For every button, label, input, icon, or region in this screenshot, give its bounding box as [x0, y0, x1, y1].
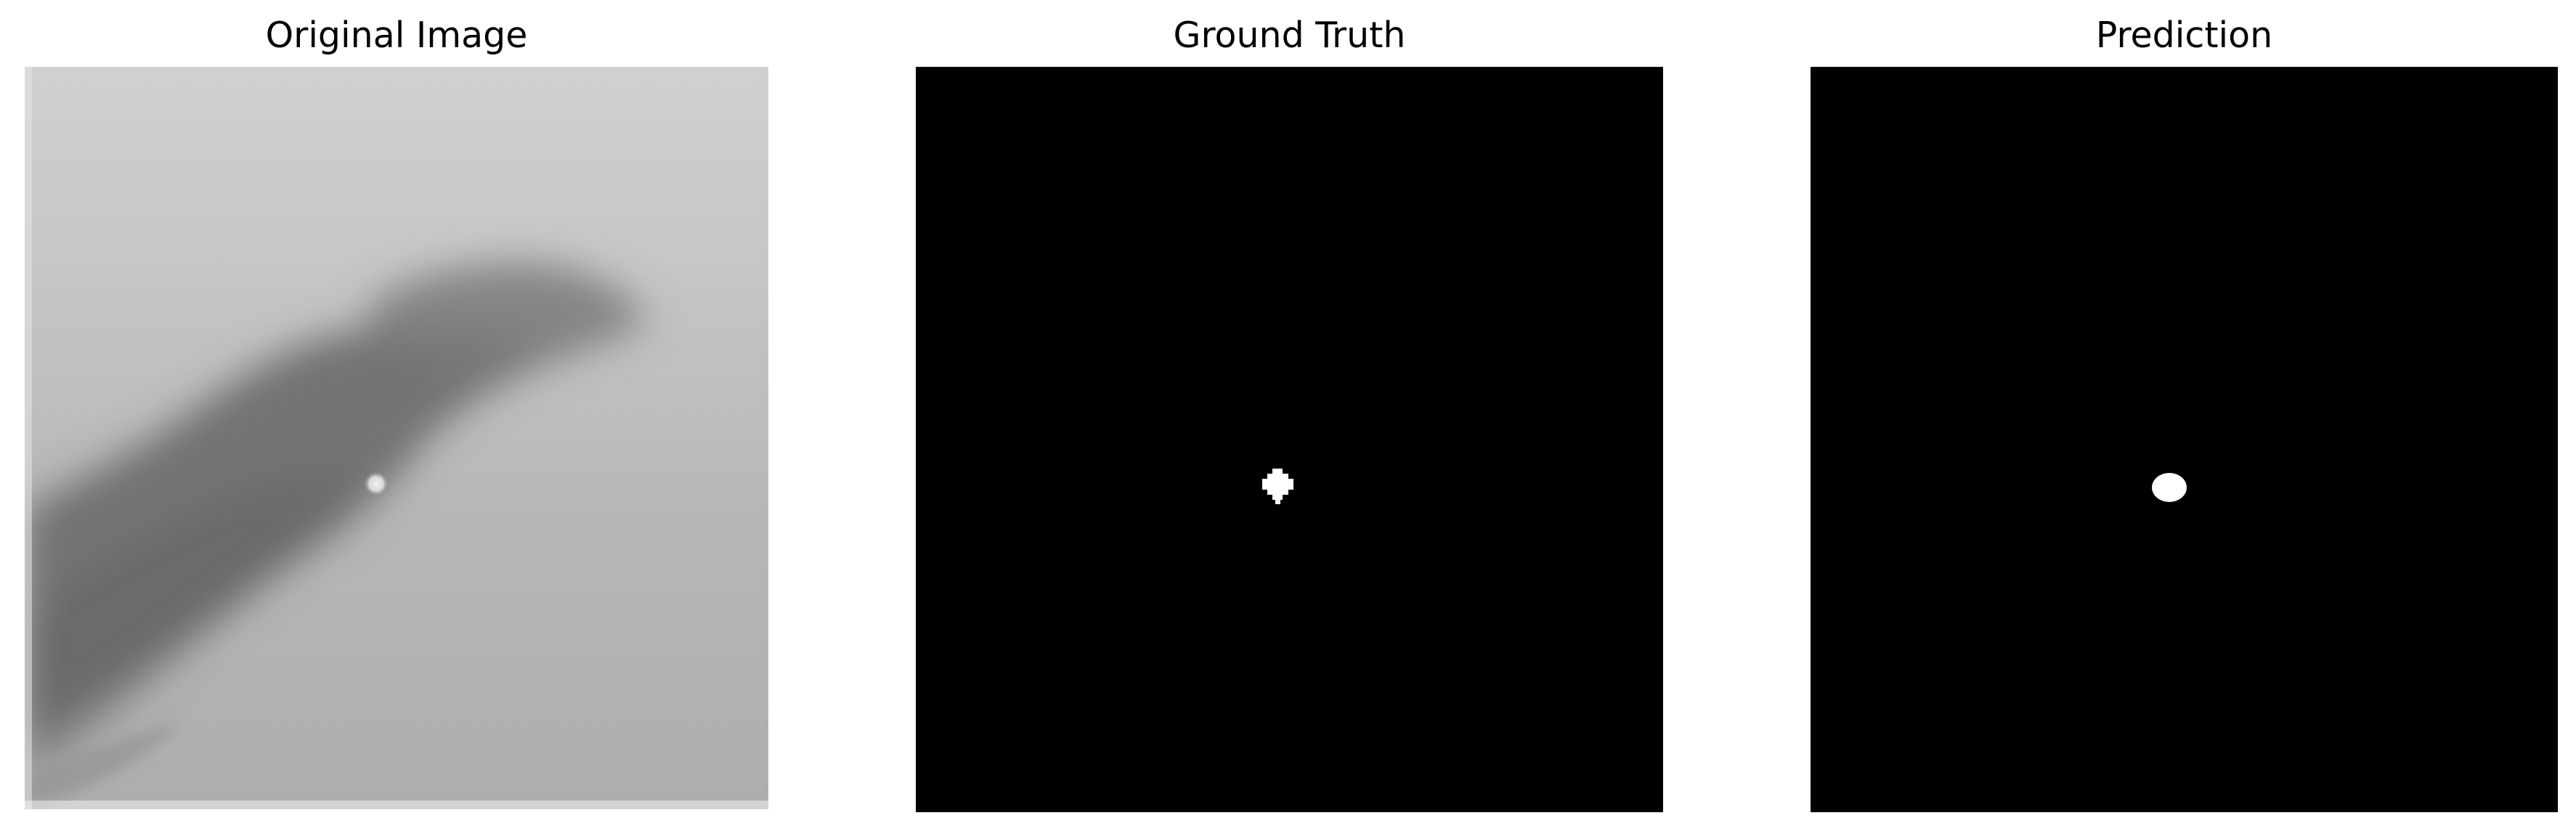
panel-title-ground-truth: Ground Truth: [1173, 15, 1406, 56]
lower-left-shadow: [25, 721, 184, 809]
left-edge-artifact: [25, 67, 32, 809]
ground-truth-mask: [916, 67, 1663, 812]
bottom-edge-artifact: [25, 801, 768, 809]
prediction-mask-panel: [1811, 67, 2558, 812]
ground-truth-mask-panel: [916, 67, 1663, 812]
ground-truth-blob: [1262, 469, 1293, 504]
mask-background: [916, 67, 1663, 812]
original-grayscale-image: [25, 67, 768, 809]
original-image-panel: [25, 67, 768, 809]
panel-title-original-image: Original Image: [265, 15, 528, 56]
prediction-mask: [1811, 67, 2558, 812]
panel-title-prediction: Prediction: [2095, 15, 2273, 56]
prediction-blob: [2152, 473, 2187, 502]
bright-spot-target: [363, 471, 389, 497]
dark-cloud-region: [25, 263, 649, 779]
mask-background: [1811, 67, 2558, 812]
